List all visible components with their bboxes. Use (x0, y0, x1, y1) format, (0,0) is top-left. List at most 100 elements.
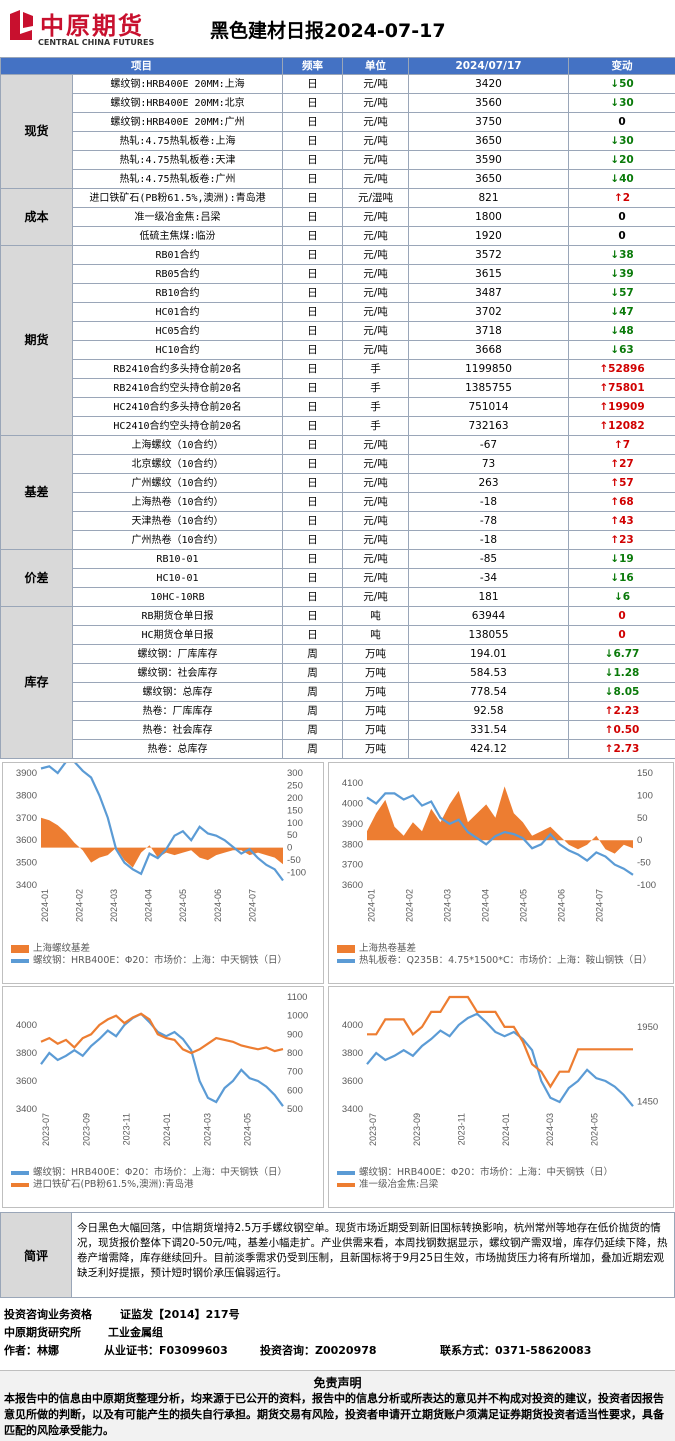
change-value: 12082 (608, 420, 645, 432)
arrow-up-icon: ↑ (610, 534, 619, 546)
group-label: 期货 (1, 246, 73, 436)
cell-change: ↑23 (569, 531, 675, 550)
arrow-up-icon: ↑ (599, 363, 608, 375)
cell-change: ↓30 (569, 94, 675, 113)
cell-item: RB10合约 (73, 284, 283, 303)
report-header: 中原期货 CENTRAL CHINA FUTURES 黑色建材日报2024-07… (0, 0, 675, 56)
cell-change: ↓6 (569, 588, 675, 607)
legend-label: 螺纹钢：HRB400E：Φ20：市场价：上海：中天钢铁（日） (33, 955, 287, 966)
cell-unit: 元/吨 (343, 75, 409, 94)
legend-item: 准一级冶金焦:吕梁 (337, 1179, 665, 1191)
cell-freq: 日 (283, 94, 343, 113)
x-tick: 2024-02 (405, 889, 415, 922)
cell-unit: 手 (343, 398, 409, 417)
cell-freq: 日 (283, 569, 343, 588)
cell-change: ↑12082 (569, 417, 675, 436)
cell-change: ↓1.28 (569, 664, 675, 683)
legend-swatch (11, 1171, 29, 1175)
data-table: 项目 频率 单位 2024/07/17 变动 现货螺纹钢:HRB400E 20M… (0, 57, 675, 759)
cell-unit: 万吨 (343, 664, 409, 683)
cell-value: 3668 (409, 341, 569, 360)
cell-value: 3560 (409, 94, 569, 113)
cell-item: RB01合约 (73, 246, 283, 265)
cell-item: 热轧:4.75热轧板卷:上海 (73, 132, 283, 151)
cell-freq: 日 (283, 113, 343, 132)
series-line (367, 997, 633, 1087)
cell-freq: 日 (283, 75, 343, 94)
y-tick-left: 3400 (342, 1104, 363, 1115)
cell-freq: 周 (283, 721, 343, 740)
arrow-down-icon: ↓ (610, 572, 619, 584)
cell-value: 751014 (409, 398, 569, 417)
arrow-down-icon: ↓ (610, 154, 619, 166)
disclaimer-text: 本报告中的信息由中原期货整理分析，均来源于已公开的资料，报告中的信息分析或所表达… (0, 1391, 675, 1439)
disclaimer: 免责声明 本报告中的信息由中原期货整理分析，均来源于已公开的资料，报告中的信息分… (0, 1370, 675, 1441)
cell-change: ↓39 (569, 265, 675, 284)
cell-freq: 周 (283, 645, 343, 664)
change-value: 52896 (608, 363, 645, 375)
y-tick-right: -100 (287, 868, 306, 879)
y-tick-left: 3600 (342, 880, 363, 891)
cell-item: HC10-01 (73, 569, 283, 588)
cell-freq: 日 (283, 379, 343, 398)
table-row: 基差上海螺纹（10合约）日元/吨-67↑7 (1, 436, 675, 455)
cell-freq: 周 (283, 740, 343, 759)
chart-legend: 上海螺纹基差螺纹钢：HRB400E：Φ20：市场价：上海：中天钢铁（日） (11, 943, 315, 967)
x-tick: 2024-02 (74, 889, 84, 922)
cell-change: 0 (569, 208, 675, 227)
header-unit: 单位 (343, 58, 409, 75)
certificate-number: 证监发【2014】217号 (120, 1306, 240, 1322)
change-value: 6 (623, 591, 630, 603)
cell-freq: 日 (283, 493, 343, 512)
group-label: 现货 (1, 75, 73, 189)
legend-swatch (337, 959, 355, 963)
logo-mark-icon (6, 8, 36, 44)
cell-value: 1385755 (409, 379, 569, 398)
arrow-down-icon: ↓ (610, 325, 619, 337)
change-value: 40 (619, 173, 634, 185)
y-tick-right: 900 (287, 1029, 303, 1040)
y-tick-left: 3600 (342, 1076, 363, 1087)
cell-unit: 元/吨 (343, 170, 409, 189)
cell-value: 778.54 (409, 683, 569, 702)
cell-unit: 万吨 (343, 645, 409, 664)
chart-legend: 上海热卷基差热轧板卷：Q235B：4.75*1500*C：市场价：上海：鞍山钢铁… (337, 943, 665, 967)
cell-value: 194.01 (409, 645, 569, 664)
x-tick: 2024-05 (178, 889, 188, 922)
cell-item: RB2410合约多头持仓前20名 (73, 360, 283, 379)
y-tick-right: -100 (637, 880, 656, 891)
cell-value: 181 (409, 588, 569, 607)
y-tick-left: 3800 (16, 1048, 37, 1059)
y-tick-left: 3800 (342, 839, 363, 850)
x-tick: 2024-06 (213, 889, 223, 922)
change-value: 0 (618, 211, 625, 223)
cell-value: 732163 (409, 417, 569, 436)
cell-value: -78 (409, 512, 569, 531)
y-tick-left: 4000 (342, 799, 363, 810)
qualification-label: 投资咨询业务资格 (4, 1306, 92, 1322)
cell-change: ↑0.50 (569, 721, 675, 740)
arrow-down-icon: ↓ (610, 306, 619, 318)
cell-item: RB2410合约空头持仓前20名 (73, 379, 283, 398)
cell-value: 821 (409, 189, 569, 208)
change-value: 27 (619, 458, 634, 470)
y-tick-right: 1450 (637, 1097, 658, 1108)
x-tick: 2024-03 (443, 889, 453, 922)
cell-unit: 吨 (343, 626, 409, 645)
cell-change: ↓63 (569, 341, 675, 360)
y-tick-right: 0 (287, 843, 292, 854)
cell-item: HC2410合约多头持仓前20名 (73, 398, 283, 417)
cell-change: ↓38 (569, 246, 675, 265)
cell-unit: 元/吨 (343, 227, 409, 246)
cell-change: ↓20 (569, 151, 675, 170)
cell-change: ↓50 (569, 75, 675, 94)
cell-unit: 手 (343, 379, 409, 398)
cell-value: -18 (409, 531, 569, 550)
legend-item: 上海热卷基差 (337, 943, 665, 955)
